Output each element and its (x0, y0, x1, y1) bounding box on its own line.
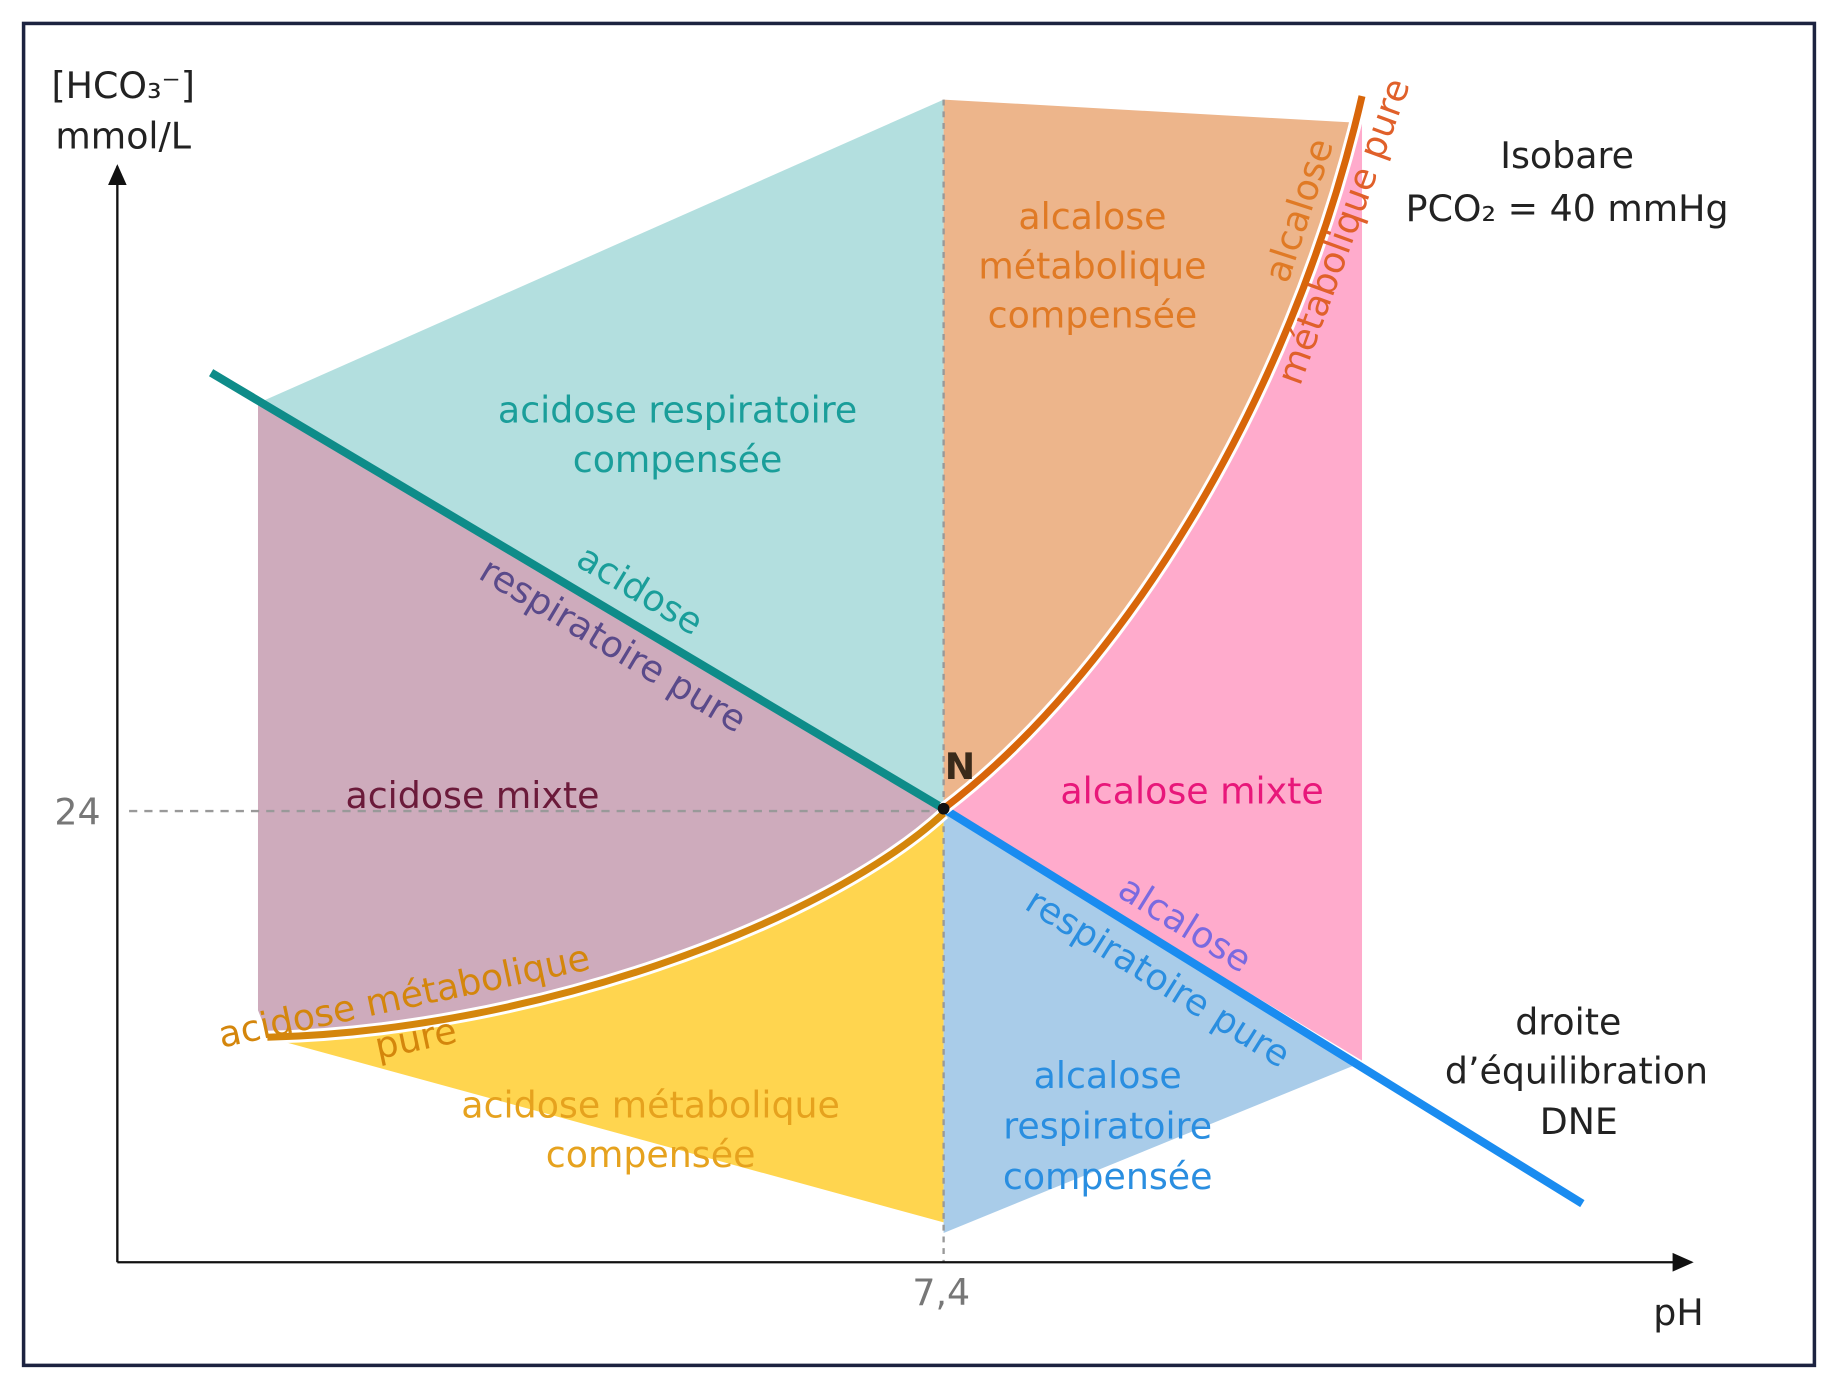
region-label: métabolique (978, 244, 1206, 287)
region-label: acidose mixte (345, 774, 599, 817)
region-label: alcalose (1034, 1054, 1182, 1097)
dne-label: DNE (1540, 1100, 1618, 1143)
region-alcalose-resp-comp (943, 808, 1358, 1233)
y-axis-label: mmol/L (55, 114, 191, 157)
x-tick-label: 7,4 (912, 1271, 970, 1314)
dne-label: droite (1515, 1000, 1621, 1043)
region-label: compensée (1003, 1155, 1213, 1198)
dne-label: d’équilibration (1445, 1050, 1708, 1093)
region-label: alcalose mixte (1060, 769, 1323, 812)
region-acidose-met-comp (267, 808, 944, 1223)
region-alcalose-met-comp (943, 99, 1363, 809)
region-label: compensée (988, 294, 1198, 337)
region-acidose-mixte (257, 403, 944, 1034)
region-label: acidose respiratoire (498, 389, 857, 432)
line-alcalose-resp (941, 805, 1585, 1208)
curve-acidose-met (267, 810, 946, 1041)
region-label: compensée (573, 438, 783, 481)
isobare-label: PCO₂ = 40 mmHg (1406, 187, 1729, 230)
point-label: N (945, 745, 975, 788)
x-axis-label: pH (1653, 1291, 1703, 1334)
region-label: acidose métabolique (461, 1084, 840, 1127)
y-axis-label: [HCO₃⁻] (52, 64, 195, 107)
point-n (937, 802, 950, 815)
region-alcalose-mixte (943, 123, 1363, 1061)
region-acidose-resp-comp (257, 99, 944, 809)
line-acidose-resp (209, 369, 946, 813)
curve-alcalose-met (941, 95, 1366, 812)
region-label: respiratoire (1003, 1105, 1212, 1148)
region-label: alcalose (1018, 195, 1166, 238)
region-label: compensée (546, 1133, 756, 1176)
isobare-label: Isobare (1500, 134, 1634, 177)
y-tick-label: 24 (54, 791, 100, 834)
